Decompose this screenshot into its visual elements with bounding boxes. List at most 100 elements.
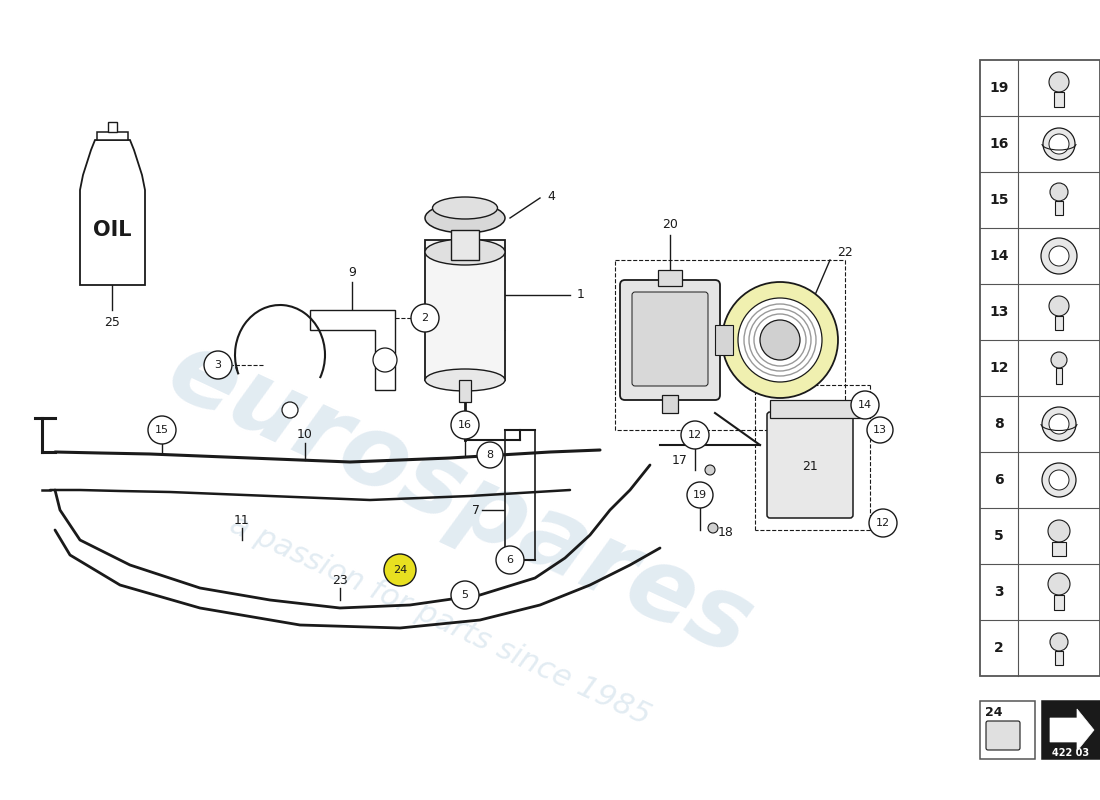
Text: 24: 24 — [986, 706, 1003, 719]
Bar — [1052, 542, 1066, 556]
Circle shape — [722, 282, 838, 398]
Bar — [1055, 201, 1063, 215]
Text: 5: 5 — [462, 590, 469, 600]
Text: 25: 25 — [104, 315, 120, 329]
Text: 13: 13 — [989, 305, 1009, 319]
FancyBboxPatch shape — [986, 721, 1020, 750]
Text: 12: 12 — [876, 518, 890, 528]
Bar — [1055, 651, 1063, 665]
Bar — [1054, 92, 1064, 107]
Polygon shape — [310, 310, 395, 390]
Circle shape — [708, 523, 718, 533]
FancyBboxPatch shape — [632, 292, 708, 386]
Ellipse shape — [425, 203, 505, 233]
Text: OIL: OIL — [92, 220, 131, 240]
Text: eurospares: eurospares — [153, 322, 767, 678]
Text: 6: 6 — [506, 555, 514, 565]
Text: 4: 4 — [547, 190, 554, 202]
Text: 22: 22 — [837, 246, 852, 258]
Text: 14: 14 — [989, 249, 1009, 263]
Circle shape — [373, 348, 397, 372]
Bar — [770, 400, 860, 418]
Circle shape — [1041, 238, 1077, 274]
Text: 8: 8 — [486, 450, 494, 460]
Bar — [980, 701, 1035, 759]
Circle shape — [1042, 407, 1076, 441]
Circle shape — [1049, 72, 1069, 92]
Text: 17: 17 — [672, 454, 688, 466]
Text: 15: 15 — [989, 193, 1009, 207]
Text: a passion for parts since 1985: a passion for parts since 1985 — [226, 510, 654, 730]
Circle shape — [1049, 414, 1069, 434]
Text: 20: 20 — [662, 218, 678, 231]
Circle shape — [451, 581, 478, 609]
Bar — [715, 325, 733, 355]
Polygon shape — [80, 140, 145, 285]
Circle shape — [148, 416, 176, 444]
Text: 18: 18 — [718, 526, 734, 539]
Bar — [1056, 368, 1062, 384]
Text: 12: 12 — [989, 361, 1009, 375]
Circle shape — [681, 421, 710, 449]
Bar — [980, 60, 1100, 676]
Bar — [662, 395, 678, 413]
Circle shape — [1050, 352, 1067, 368]
Text: 15: 15 — [155, 425, 169, 435]
Text: 2: 2 — [994, 641, 1004, 655]
Circle shape — [869, 509, 896, 537]
Ellipse shape — [425, 239, 505, 265]
Text: 16: 16 — [458, 420, 472, 430]
Circle shape — [411, 304, 439, 332]
Bar — [658, 270, 682, 286]
Circle shape — [688, 482, 713, 508]
Text: 9: 9 — [348, 266, 356, 278]
Text: 422 03: 422 03 — [1053, 748, 1090, 758]
Text: 24: 24 — [393, 565, 407, 575]
Circle shape — [1049, 296, 1069, 316]
Circle shape — [1048, 520, 1070, 542]
Text: 6: 6 — [994, 473, 1004, 487]
Ellipse shape — [432, 197, 497, 219]
FancyBboxPatch shape — [620, 280, 721, 400]
Text: 5: 5 — [994, 529, 1004, 543]
Text: 14: 14 — [858, 400, 872, 410]
Circle shape — [282, 402, 298, 418]
Text: 12: 12 — [688, 430, 702, 440]
Text: 19: 19 — [989, 81, 1009, 95]
Circle shape — [738, 298, 822, 382]
FancyBboxPatch shape — [767, 412, 852, 518]
Circle shape — [451, 411, 478, 439]
Text: 2: 2 — [421, 313, 429, 323]
Polygon shape — [1050, 709, 1094, 751]
Ellipse shape — [425, 369, 505, 391]
Circle shape — [760, 320, 800, 360]
Circle shape — [705, 465, 715, 475]
Text: 13: 13 — [873, 425, 887, 435]
Bar — [1042, 701, 1100, 759]
Text: 21: 21 — [802, 461, 818, 474]
Bar — [451, 230, 478, 260]
Text: 11: 11 — [234, 514, 250, 526]
Circle shape — [496, 546, 524, 574]
Text: 7: 7 — [472, 503, 480, 517]
Circle shape — [477, 442, 503, 468]
Text: 3: 3 — [994, 585, 1004, 599]
Circle shape — [384, 554, 416, 586]
Text: 19: 19 — [693, 490, 707, 500]
Text: 3: 3 — [214, 360, 221, 370]
Text: 1: 1 — [578, 289, 585, 302]
Bar — [1055, 316, 1063, 330]
Circle shape — [867, 417, 893, 443]
Circle shape — [1050, 633, 1068, 651]
Circle shape — [1043, 128, 1075, 160]
Bar — [425, 240, 505, 380]
Circle shape — [1048, 573, 1070, 595]
Text: 10: 10 — [297, 429, 312, 442]
Circle shape — [204, 351, 232, 379]
Text: 16: 16 — [989, 137, 1009, 151]
Circle shape — [1049, 246, 1069, 266]
Text: 23: 23 — [332, 574, 348, 586]
Circle shape — [1049, 470, 1069, 490]
Bar — [459, 380, 471, 402]
Polygon shape — [97, 132, 128, 140]
